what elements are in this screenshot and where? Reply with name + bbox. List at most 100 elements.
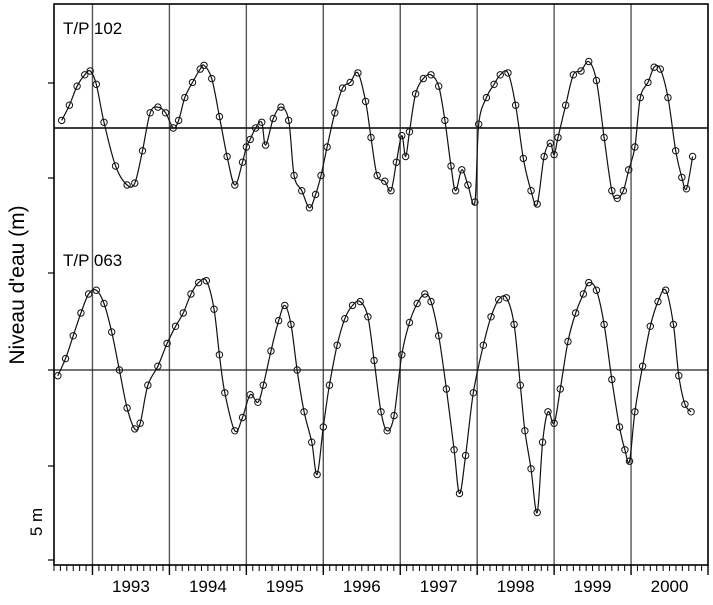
- data-point: [290, 171, 298, 180]
- data-point: [592, 286, 601, 294]
- data-point: [638, 362, 647, 370]
- data-point: [311, 190, 320, 199]
- data-point: [441, 116, 449, 125]
- data-point: [346, 78, 354, 87]
- data-point: [100, 299, 108, 308]
- data-point: [656, 65, 664, 73]
- data-point: [86, 67, 94, 75]
- data-point: [341, 315, 349, 323]
- text-group: Niveau d'eau (m) 5 m T/P 102 T/P 063: [6, 19, 122, 536]
- data-point: [174, 116, 183, 125]
- data-point: [373, 171, 381, 180]
- data-point: [323, 143, 331, 151]
- data-point: [300, 408, 308, 416]
- data-point: [305, 204, 314, 212]
- data-point: [435, 332, 443, 340]
- data-point: [427, 71, 435, 79]
- data-point: [387, 187, 395, 195]
- data-point: [146, 109, 154, 117]
- data-point: [100, 118, 108, 127]
- data-point: [84, 290, 93, 298]
- series-label-tp063: T/P 063: [63, 251, 122, 270]
- data-point: [259, 381, 267, 389]
- data-point: [636, 93, 644, 102]
- data-point: [246, 135, 254, 144]
- data-point: [688, 152, 697, 161]
- data-point: [585, 278, 593, 287]
- data-point: [254, 398, 262, 406]
- data-point: [131, 425, 139, 433]
- data-point: [504, 69, 512, 77]
- data-point: [631, 143, 639, 151]
- data-point: [544, 408, 552, 416]
- data-point: [111, 162, 120, 170]
- data-point: [625, 166, 633, 174]
- data-point: [458, 166, 466, 174]
- data-point: [69, 332, 77, 340]
- data-point: [115, 366, 124, 374]
- data-point: [319, 423, 327, 431]
- data-point: [600, 320, 608, 329]
- data-point: [527, 465, 535, 473]
- frame-group: [48, 3, 709, 566]
- data-point: [496, 71, 504, 79]
- data-point: [550, 150, 558, 159]
- data-point: [519, 154, 528, 163]
- data-point: [510, 320, 518, 329]
- data-point: [208, 74, 216, 83]
- data-point: [608, 187, 616, 195]
- data-point: [435, 82, 443, 90]
- data-point: [81, 71, 89, 79]
- data-point: [377, 408, 385, 416]
- data-point: [419, 74, 428, 83]
- data-point: [251, 124, 260, 132]
- data-point: [200, 61, 208, 70]
- data-point: [338, 84, 347, 92]
- data-point: [238, 158, 247, 166]
- data-point: [61, 354, 70, 363]
- data-point: [210, 305, 218, 313]
- series-label-tp102: T/P 102: [63, 19, 122, 38]
- data-point: [313, 470, 321, 479]
- data-point: [169, 124, 177, 132]
- data-point: [664, 93, 672, 102]
- data-point: [669, 320, 678, 329]
- data-point: [495, 296, 503, 304]
- data-point: [246, 391, 254, 399]
- data-point: [646, 322, 654, 330]
- data-point: [608, 375, 616, 384]
- data-point: [92, 80, 101, 89]
- data-point: [455, 489, 464, 498]
- data-point: [421, 290, 429, 298]
- data-point: [654, 297, 662, 306]
- data-point: [392, 158, 401, 166]
- data-point: [333, 341, 341, 349]
- data-point: [261, 141, 270, 149]
- data-point: [154, 362, 162, 370]
- data-point: [592, 76, 601, 85]
- data-point: [293, 366, 301, 374]
- data-point: [464, 181, 472, 189]
- data-point: [281, 301, 289, 310]
- data-point: [405, 128, 414, 136]
- data-point: [461, 451, 470, 460]
- data-point: [413, 299, 421, 308]
- data-point: [131, 179, 139, 187]
- data-point: [194, 278, 203, 287]
- plot-frame: [53, 3, 709, 566]
- data-point: [490, 80, 498, 89]
- data-point: [364, 313, 372, 321]
- data-point: [181, 93, 189, 102]
- data-point: [561, 101, 570, 109]
- data-point: [442, 385, 451, 393]
- data-point: [644, 78, 652, 87]
- data-point: [621, 446, 629, 454]
- data-point: [136, 419, 144, 427]
- data-point: [411, 90, 420, 98]
- series-line: [57, 278, 692, 514]
- data-point: [163, 339, 171, 348]
- data-point: [269, 114, 277, 123]
- data-point: [242, 143, 251, 151]
- data-point: [482, 93, 491, 102]
- data-point: [370, 356, 378, 365]
